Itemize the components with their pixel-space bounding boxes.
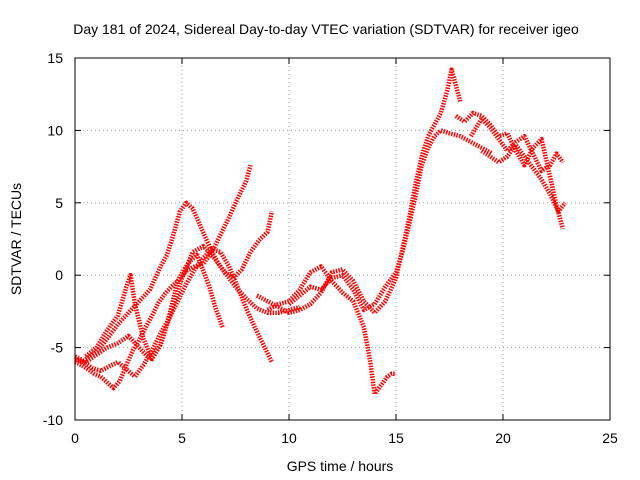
chart-title: Day 181 of 2024, Sidereal Day-to-day VTE… <box>73 21 579 37</box>
y-tick-label: 15 <box>47 50 63 66</box>
series-line-track-3 <box>73 243 301 365</box>
x-tick-label: 25 <box>602 430 618 446</box>
series-line-track-2 <box>74 246 274 379</box>
plot-area <box>73 67 567 397</box>
y-tick-label: 10 <box>47 122 63 138</box>
x-tick-label: 15 <box>388 430 404 446</box>
series-line-track-11 <box>480 142 567 214</box>
x-axis-label: GPS time / hours <box>287 458 394 474</box>
plot-frame <box>74 57 611 421</box>
series-line-track-8 <box>287 128 494 313</box>
y-tick-label: -10 <box>43 412 63 428</box>
grid <box>75 58 610 420</box>
x-tick-label: 5 <box>178 430 186 446</box>
x-tick-label: 20 <box>495 430 511 446</box>
series-line-track-7 <box>255 67 463 316</box>
series-line-track-4 <box>84 164 253 362</box>
series-line-track-1 <box>74 252 225 391</box>
y-tick-label: 5 <box>55 195 63 211</box>
series-line-track-6 <box>266 264 396 397</box>
y-tick-label: 0 <box>55 267 63 283</box>
y-tick-label: -5 <box>51 340 64 356</box>
y-axis-label: SDTVAR / TECUs <box>8 183 24 295</box>
x-tick-label: 10 <box>281 430 297 446</box>
x-tick-label: 0 <box>71 430 79 446</box>
axis-ticks: 0 5 10 15 20 25 -10 -5 0 5 10 15 <box>43 50 618 446</box>
series-line-track-10 <box>468 116 565 174</box>
series-line-track-9 <box>454 110 566 230</box>
